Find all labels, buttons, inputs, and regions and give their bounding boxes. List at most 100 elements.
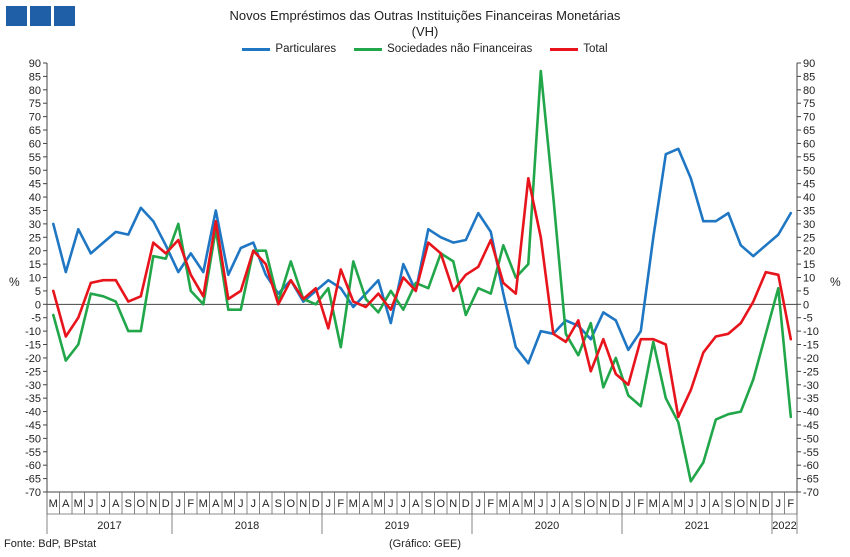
y-tick-label-left: -50 [25, 433, 41, 445]
y-tick-label-left: 75 [29, 98, 41, 110]
y-tick-label-right: 55 [803, 152, 815, 164]
x-month-label: A [512, 498, 520, 510]
y-tick-label-left: 60 [29, 138, 41, 150]
y-tick-label-right: 10 [803, 273, 815, 285]
y-tick-label-left: 50 [29, 165, 41, 177]
x-month-label: F [487, 498, 494, 510]
y-tick-label-left: -35 [25, 393, 41, 405]
y-tick-label-right: -40 [803, 407, 819, 419]
y-tick-label-right: -50 [803, 433, 819, 445]
brand-logo [6, 6, 75, 26]
x-month-label: J [701, 498, 707, 510]
y-tick-label-right: -65 [803, 474, 819, 486]
y-tick-label-left: 25 [29, 232, 41, 244]
logo-square [30, 6, 51, 26]
y-tick-label-left: -5 [31, 313, 41, 325]
y-tick-label-right: -25 [803, 366, 819, 378]
y-tick-label-left: 20 [29, 246, 41, 258]
y-tick-label-right: -70 [803, 487, 819, 499]
x-month-label: O [586, 498, 595, 510]
x-month-label: J [538, 498, 544, 510]
y-tick-label-right: -55 [803, 447, 819, 459]
x-month-label: A [362, 498, 370, 510]
y-tick-label-right: 30 [803, 219, 815, 231]
x-month-label: D [462, 498, 470, 510]
x-month-label: O [286, 498, 295, 510]
y-tick-label-left: -70 [25, 487, 41, 499]
x-month-label: M [224, 498, 233, 510]
x-month-label: M [74, 498, 83, 510]
y-tick-label-right: 35 [803, 205, 815, 217]
y-tick-label-right: 65 [803, 125, 815, 137]
y-tick-label-right: -30 [803, 380, 819, 392]
y-tick-label-right: 45 [803, 179, 815, 191]
y-tick-label-right: 90 [803, 58, 815, 70]
legend-swatch-sociedades [354, 47, 383, 51]
y-tick-label-right: -45 [803, 420, 819, 432]
x-month-label: A [62, 498, 70, 510]
x-month-label: O [136, 498, 145, 510]
chart-legend: Particulares Sociedades não Financeiras … [0, 43, 850, 55]
x-month-label: D [162, 498, 170, 510]
y-tick-label-right: 50 [803, 165, 815, 177]
y-tick-label-left: 70 [29, 112, 41, 124]
y-tick-label-left: 10 [29, 273, 41, 285]
y-tick-label-left: -10 [25, 326, 41, 338]
y-tick-label-left: -65 [25, 474, 41, 486]
y-tick-label-left: 15 [29, 259, 41, 271]
x-month-label: J [251, 498, 257, 510]
y-tick-label-right: 70 [803, 112, 815, 124]
x-month-label: J [776, 498, 782, 510]
x-month-label: J [626, 498, 632, 510]
series-line-total [51, 177, 793, 419]
x-month-label: J [688, 498, 694, 510]
y-tick-label-left: -60 [25, 460, 41, 472]
logo-square [54, 6, 75, 26]
legend-label-total: Total [583, 43, 608, 55]
x-month-label: A [662, 498, 670, 510]
x-month-label: J [176, 498, 182, 510]
x-month-label: M [499, 498, 508, 510]
x-year-label: 2019 [385, 520, 409, 532]
y-axis-unit-right: % [830, 275, 841, 289]
y-tick-label-left: 65 [29, 125, 41, 137]
y-tick-label-right: 15 [803, 259, 815, 271]
y-axis-unit-left: % [9, 275, 20, 289]
x-month-label: A [712, 498, 720, 510]
x-month-label: N [449, 498, 457, 510]
y-tick-label-left: -20 [25, 353, 41, 365]
x-month-label: A [412, 498, 420, 510]
x-month-label: M [674, 498, 683, 510]
y-tick-label-left: 80 [29, 85, 41, 97]
x-year-label: 2017 [97, 520, 121, 532]
x-month-label: O [436, 498, 445, 510]
x-month-label: M [374, 498, 383, 510]
legend-item-sociedades: Sociedades não Financeiras [354, 43, 532, 55]
x-month-label: N [149, 498, 157, 510]
y-tick-label-right: 40 [803, 192, 815, 204]
y-tick-label-right: -20 [803, 353, 819, 365]
x-month-label: F [187, 498, 194, 510]
y-tick-label-right: 85 [803, 71, 815, 83]
source-note: Fonte: BdP, BPstat [4, 538, 97, 550]
x-month-label: S [425, 498, 432, 510]
y-tick-label-right: 20 [803, 246, 815, 258]
x-month-label: F [787, 498, 794, 510]
x-month-label: A [112, 498, 120, 510]
chart-title: Novos Empréstimos das Outras Instituiçõe… [229, 8, 621, 23]
x-month-label: J [388, 498, 394, 510]
x-month-label: D [762, 498, 770, 510]
y-tick-label-left: 55 [29, 152, 41, 164]
y-tick-label-right: -15 [803, 340, 819, 352]
y-tick-label-left: 30 [29, 219, 41, 231]
x-month-label: N [599, 498, 607, 510]
x-month-label: S [275, 498, 282, 510]
y-tick-label-right: -10 [803, 326, 819, 338]
chart-credit: (Gráfico: GEE) [388, 538, 462, 550]
y-tick-label-left: 0 [35, 299, 41, 311]
y-tick-label-left: -25 [25, 366, 41, 378]
y-tick-label-right: -5 [803, 313, 813, 325]
x-month-label: J [326, 498, 332, 510]
y-tick-label-left: -30 [25, 380, 41, 392]
y-tick-label-right: 0 [803, 299, 809, 311]
